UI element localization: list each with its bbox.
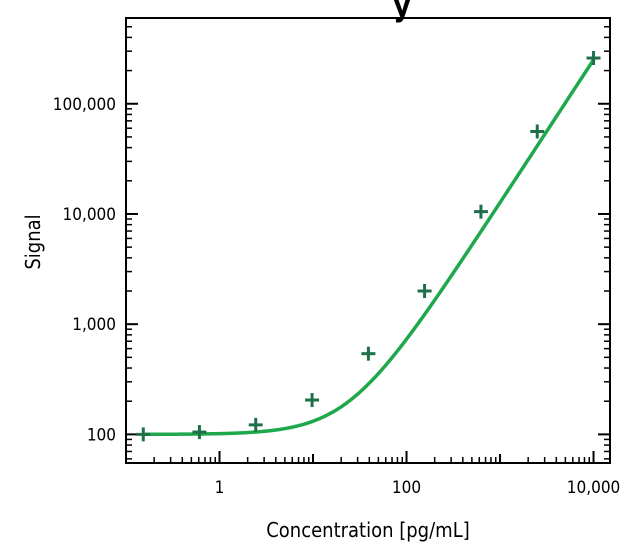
plot-frame (125, 17, 611, 464)
x-tick-label: 100 (392, 478, 421, 498)
y-tick-label: 1,000 (72, 315, 116, 335)
x-axis-title: Concentration [pg/mL] (266, 518, 470, 542)
data-point (586, 51, 601, 66)
y-tick-label: 10,000 (63, 205, 117, 225)
axes: 100 1,000 10,000 100,000 1 100 10,000 (53, 17, 621, 498)
x-tick-label: 10,000 (567, 478, 621, 498)
data-point (530, 124, 545, 139)
data-point (248, 417, 263, 432)
data-points-layer (136, 51, 601, 442)
data-point (417, 284, 432, 299)
y-axis-title: Signal (21, 214, 45, 269)
data-point (136, 427, 151, 442)
data-point (192, 425, 207, 440)
fit-curve (141, 58, 596, 437)
data-point (305, 393, 320, 408)
data-point (473, 204, 488, 219)
y-tick-label: 100 (87, 425, 116, 445)
x-tick-label: 1 (215, 478, 225, 498)
chart-title-partial: y (393, 0, 411, 24)
y-tick-label: 100,000 (53, 95, 116, 115)
data-point (361, 346, 376, 361)
fit-curve-layer (141, 58, 596, 437)
